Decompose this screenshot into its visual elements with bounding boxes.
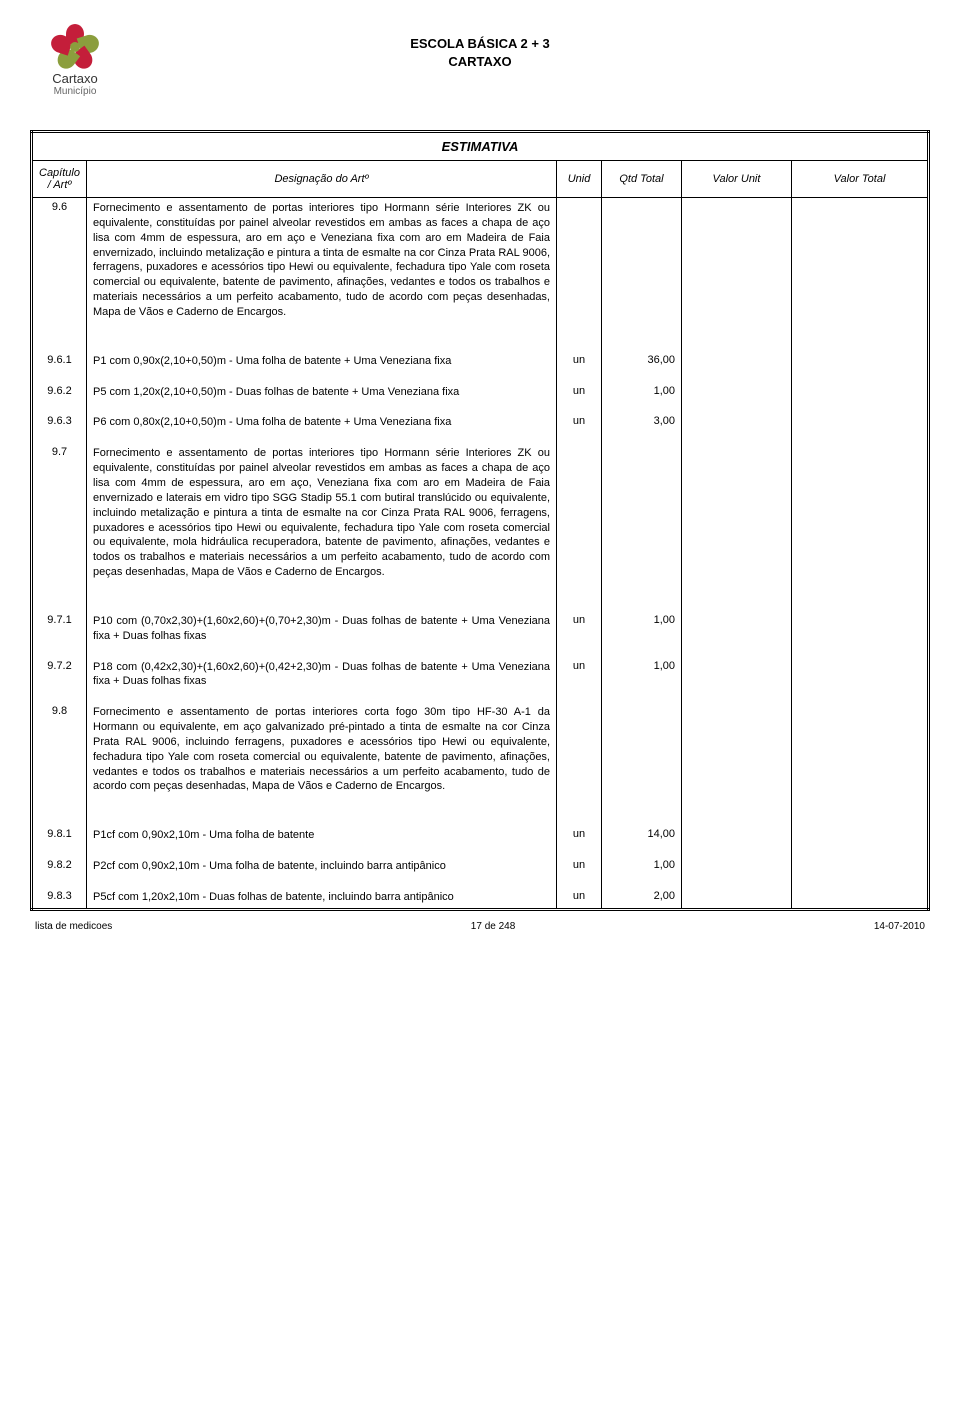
- logo-brand: Cartaxo: [52, 71, 98, 86]
- cell-cap: 9.7: [32, 443, 87, 583]
- cell-unid: un: [557, 412, 602, 433]
- cell-cap: 9.6: [32, 198, 87, 323]
- cell-qtd: 14,00: [602, 825, 682, 846]
- cell-qtd: [602, 443, 682, 583]
- cell-cap: 9.6.3: [32, 412, 87, 433]
- cell-qtd: 36,00: [602, 351, 682, 372]
- cell-cap: 9.8: [32, 702, 87, 797]
- footer-center: 17 de 248: [471, 921, 516, 932]
- table-row: 9.6 Fornecimento e assentamento de porta…: [32, 198, 929, 323]
- cell-unid: un: [557, 856, 602, 877]
- col-valor-total: Valor Total: [792, 161, 929, 198]
- table-row: 9.7 Fornecimento e assentamento de porta…: [32, 443, 929, 583]
- cell-unid: un: [557, 382, 602, 403]
- col-capitulo: Capítulo / Artº: [32, 161, 87, 198]
- cell-cap: 9.8.1: [32, 825, 87, 846]
- cell-qtd: 3,00: [602, 412, 682, 433]
- footer-left: lista de medicoes: [35, 921, 112, 932]
- table-row: 9.6.1 P1 com 0,90x(2,10+0,50)m - Uma fol…: [32, 351, 929, 372]
- cell-qtd: 2,00: [602, 887, 682, 909]
- cell-vunit: [682, 412, 792, 433]
- table-row: 9.6.3 P6 com 0,80x(2,10+0,50)m - Uma fol…: [32, 412, 929, 433]
- cell-cap: 9.6.1: [32, 351, 87, 372]
- cell-vtot: [792, 887, 929, 909]
- footer-right: 14-07-2010: [874, 921, 925, 932]
- cell-vunit: [682, 382, 792, 403]
- cell-vunit: [682, 856, 792, 877]
- table-row: 9.7.1 P10 com (0,70x2,30)+(1,60x2,60)+(0…: [32, 611, 929, 647]
- cell-desc: Fornecimento e assentamento de portas in…: [87, 198, 557, 323]
- cell-desc: P5cf com 1,20x2,10m - Duas folhas de bat…: [87, 887, 557, 909]
- cell-desc: P18 com (0,42x2,30)+(1,60x2,60)+(0,42+2,…: [87, 657, 557, 693]
- cell-desc: P5 com 1,20x(2,10+0,50)m - Duas folhas d…: [87, 382, 557, 403]
- cell-vtot: [792, 702, 929, 797]
- cell-unid: un: [557, 825, 602, 846]
- cell-vtot: [792, 198, 929, 323]
- logo: Cartaxo Município: [30, 20, 120, 100]
- cell-vtot: [792, 412, 929, 433]
- cell-qtd: [602, 702, 682, 797]
- cell-vunit: [682, 825, 792, 846]
- cell-desc: P1cf com 0,90x2,10m - Uma folha de baten…: [87, 825, 557, 846]
- cell-vtot: [792, 611, 929, 647]
- cell-qtd: 1,00: [602, 382, 682, 403]
- cell-qtd: 1,00: [602, 611, 682, 647]
- logo-flower-icon: [50, 24, 100, 69]
- header-title: ESCOLA BÁSICA 2 + 3 CARTAXO: [120, 20, 840, 71]
- table-row: 9.8.3 P5cf com 1,20x2,10m - Duas folhas …: [32, 887, 929, 909]
- cell-vtot: [792, 825, 929, 846]
- col-qtd: Qtd Total: [602, 161, 682, 198]
- cell-vtot: [792, 382, 929, 403]
- col-valor-unit: Valor Unit: [682, 161, 792, 198]
- cell-cap: 9.7.1: [32, 611, 87, 647]
- cell-vunit: [682, 198, 792, 323]
- cell-vunit: [682, 443, 792, 583]
- cell-desc: Fornecimento e assentamento de portas in…: [87, 443, 557, 583]
- cell-desc: P6 com 0,80x(2,10+0,50)m - Uma folha de …: [87, 412, 557, 433]
- cell-vunit: [682, 887, 792, 909]
- cell-desc: P10 com (0,70x2,30)+(1,60x2,60)+(0,70+2,…: [87, 611, 557, 647]
- cell-unid: un: [557, 611, 602, 647]
- table-title: ESTIMATIVA: [32, 132, 929, 161]
- cell-vunit: [682, 702, 792, 797]
- cell-qtd: [602, 198, 682, 323]
- cell-unid: [557, 198, 602, 323]
- page-footer: lista de medicoes 17 de 248 14-07-2010: [30, 921, 930, 932]
- col-unid: Unid: [557, 161, 602, 198]
- cell-cap: 9.8.2: [32, 856, 87, 877]
- cell-vunit: [682, 657, 792, 693]
- header-line2: CARTAXO: [120, 53, 840, 71]
- logo-subtitle: Município: [54, 86, 97, 97]
- estimate-table: ESTIMATIVA Capítulo / Artº Designação do…: [30, 130, 930, 911]
- table-row: 9.6.2 P5 com 1,20x(2,10+0,50)m - Duas fo…: [32, 382, 929, 403]
- cell-qtd: 1,00: [602, 856, 682, 877]
- cell-vtot: [792, 443, 929, 583]
- col-designacao: Designação do Artº: [87, 161, 557, 198]
- cell-unid: [557, 443, 602, 583]
- cell-vtot: [792, 351, 929, 372]
- cell-vtot: [792, 657, 929, 693]
- table-row: 9.8 Fornecimento e assentamento de porta…: [32, 702, 929, 797]
- table-row: 9.8.1 P1cf com 0,90x2,10m - Uma folha de…: [32, 825, 929, 846]
- table-row: 9.8.2 P2cf com 0,90x2,10m - Uma folha de…: [32, 856, 929, 877]
- cell-vunit: [682, 351, 792, 372]
- cell-cap: 9.7.2: [32, 657, 87, 693]
- cell-unid: un: [557, 351, 602, 372]
- cell-unid: [557, 702, 602, 797]
- cell-desc: Fornecimento e assentamento de portas in…: [87, 702, 557, 797]
- table-row: 9.7.2 P18 com (0,42x2,30)+(1,60x2,60)+(0…: [32, 657, 929, 693]
- cell-unid: un: [557, 887, 602, 909]
- cell-desc: P1 com 0,90x(2,10+0,50)m - Uma folha de …: [87, 351, 557, 372]
- cell-desc: P2cf com 0,90x2,10m - Uma folha de baten…: [87, 856, 557, 877]
- cell-unid: un: [557, 657, 602, 693]
- table-header-row: Capítulo / Artº Designação do Artº Unid …: [32, 161, 929, 198]
- cell-vunit: [682, 611, 792, 647]
- page-header: Cartaxo Município ESCOLA BÁSICA 2 + 3 CA…: [30, 20, 930, 100]
- header-line1: ESCOLA BÁSICA 2 + 3: [120, 35, 840, 53]
- cell-vtot: [792, 856, 929, 877]
- cell-qtd: 1,00: [602, 657, 682, 693]
- cell-cap: 9.8.3: [32, 887, 87, 909]
- cell-cap: 9.6.2: [32, 382, 87, 403]
